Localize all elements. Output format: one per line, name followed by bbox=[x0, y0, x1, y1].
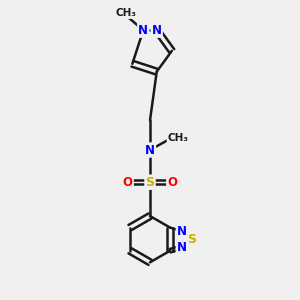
Text: S: S bbox=[146, 176, 154, 189]
Text: CH₃: CH₃ bbox=[116, 8, 136, 18]
Text: O: O bbox=[167, 176, 177, 189]
Text: CH₃: CH₃ bbox=[168, 133, 189, 142]
Text: N: N bbox=[177, 241, 187, 254]
Text: N: N bbox=[152, 24, 162, 37]
Text: S: S bbox=[187, 233, 196, 246]
Text: N: N bbox=[177, 225, 187, 238]
Text: O: O bbox=[123, 176, 133, 189]
Text: N: N bbox=[138, 24, 148, 37]
Text: N: N bbox=[145, 143, 155, 157]
